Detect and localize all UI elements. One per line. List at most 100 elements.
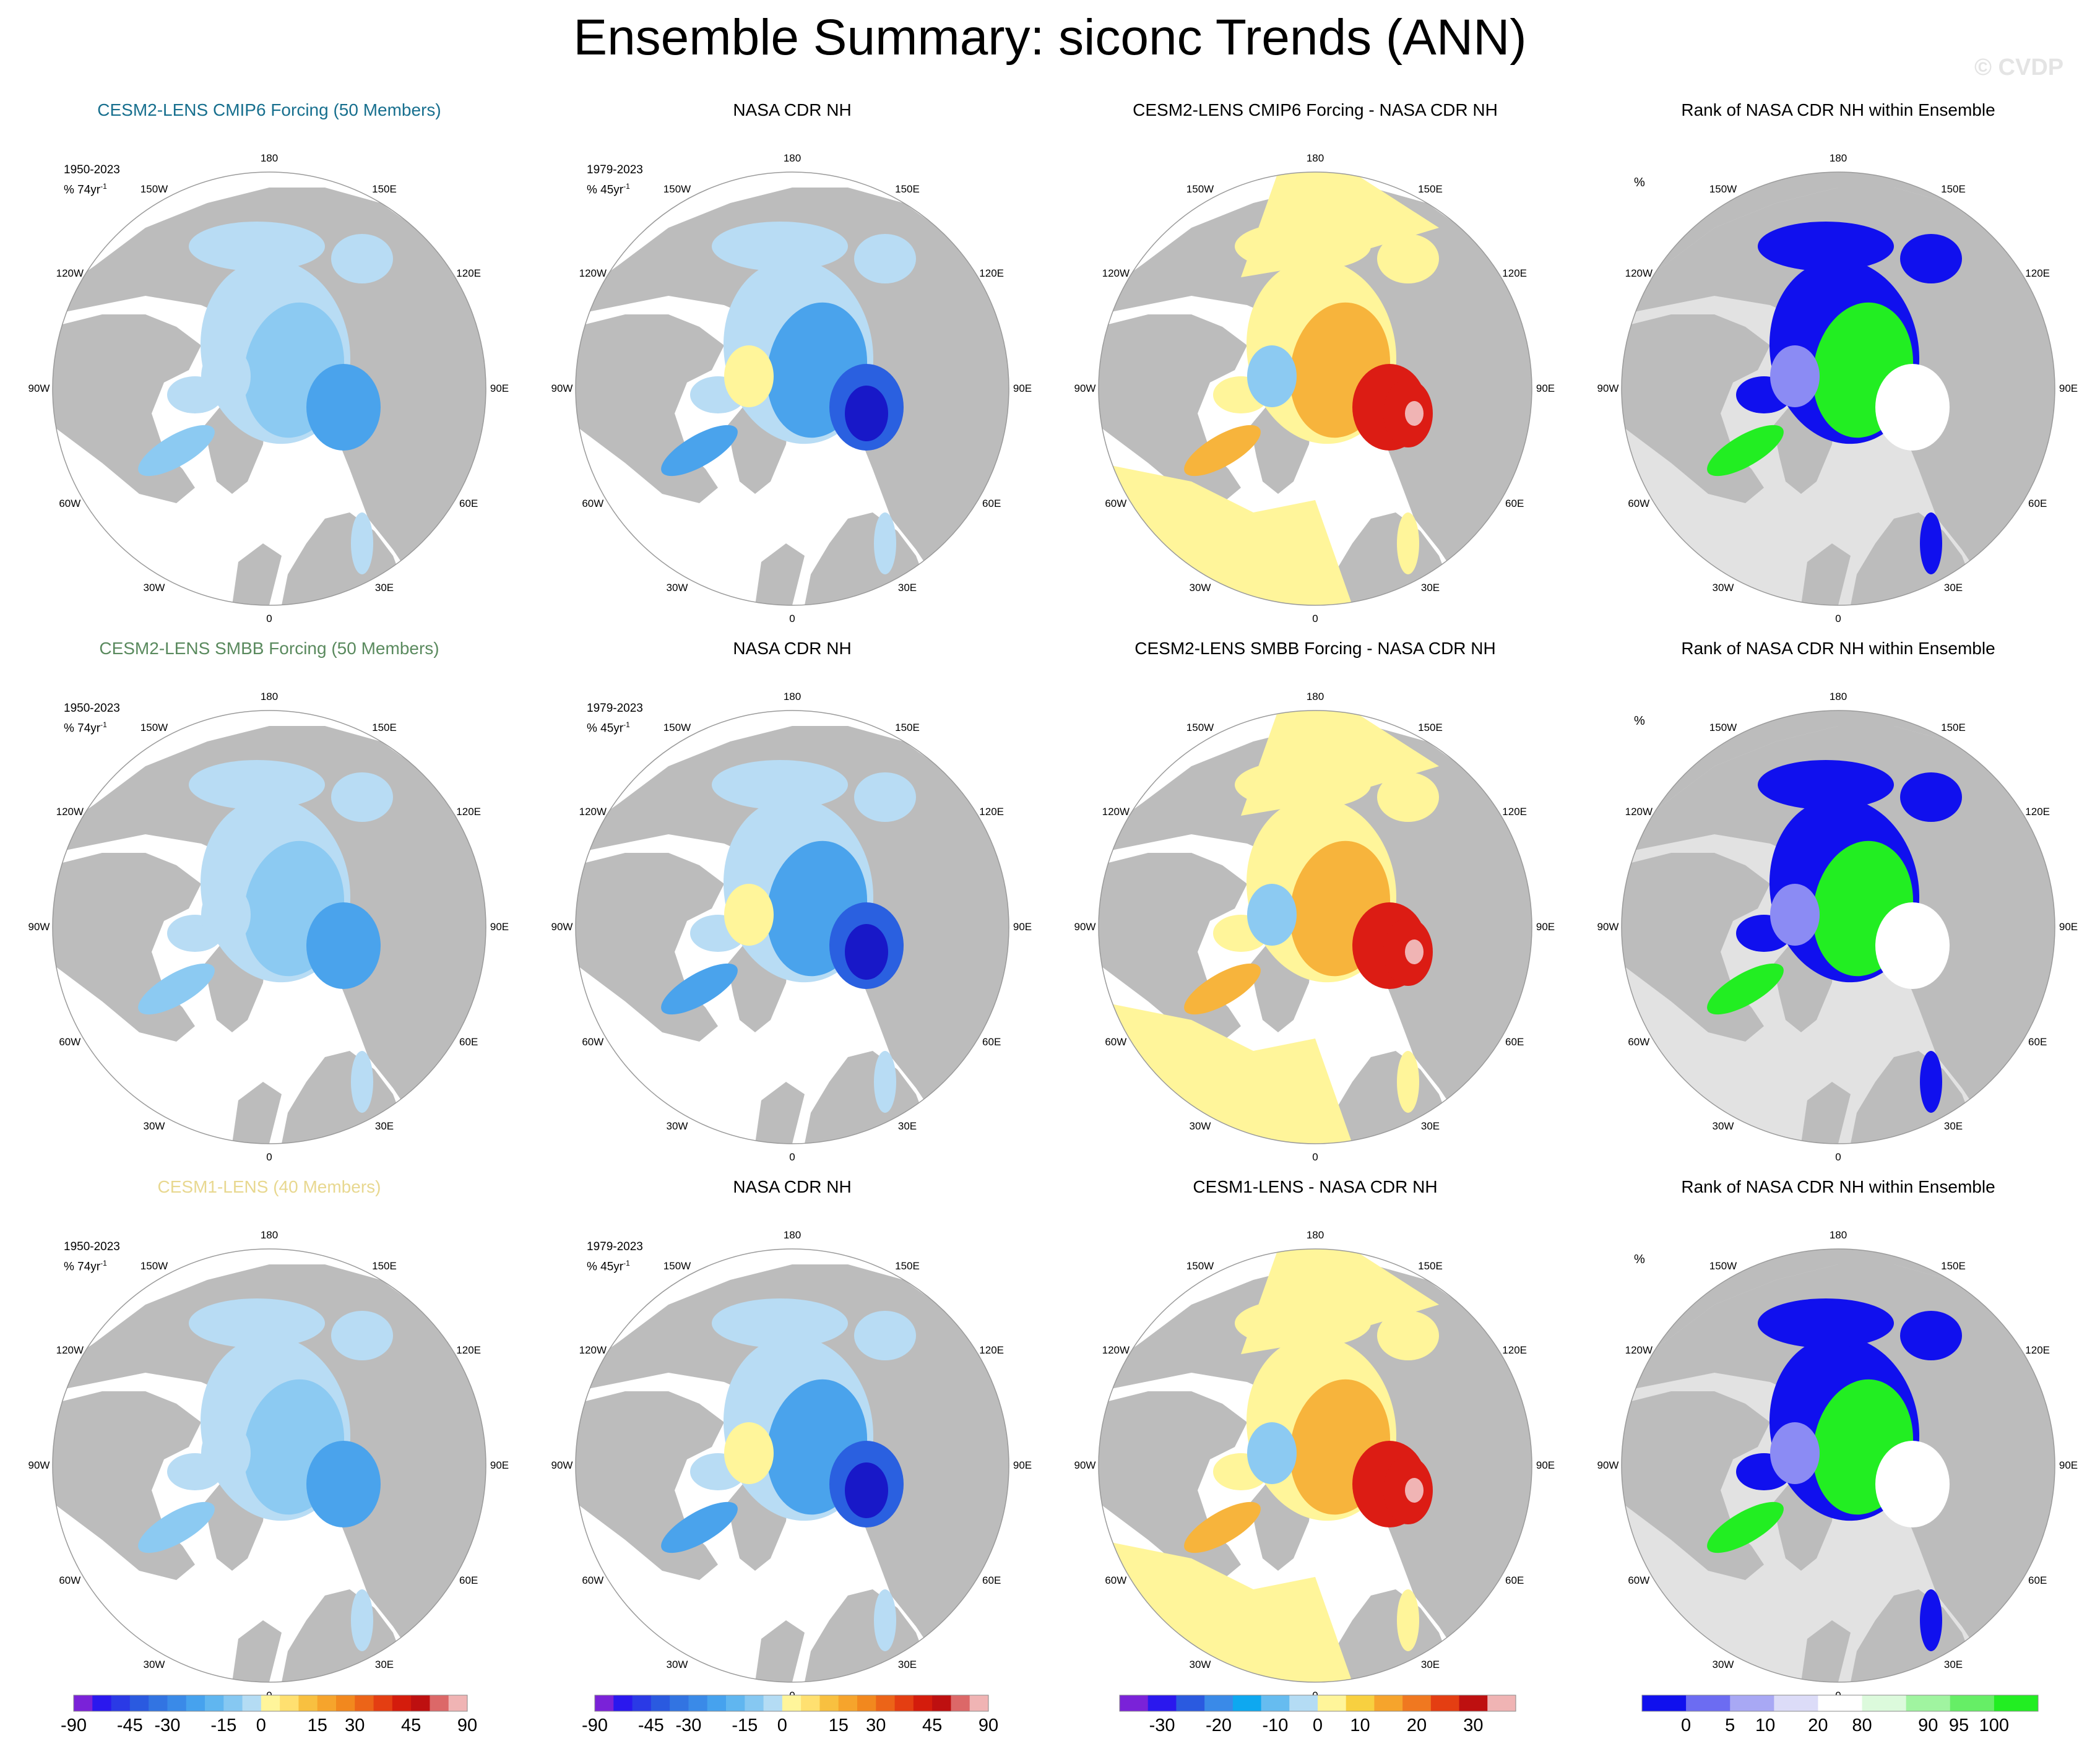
longitude-label: 150E	[895, 183, 920, 195]
colorbar-swatch	[857, 1695, 876, 1711]
colorbar-swatch	[1318, 1695, 1347, 1711]
longitude-label: 90W	[551, 921, 573, 933]
labrador-sea-region	[661, 425, 738, 477]
units-text: % 45yr	[587, 183, 624, 197]
map-panel: CESM1-LENS - NASA CDR NH 180 150E 120E 90E 60…	[1074, 1177, 1557, 1709]
colorbar-swatch	[595, 1695, 614, 1711]
colorbar-swatch	[1994, 1695, 2039, 1711]
map-boundary-circle	[1621, 1248, 2055, 1683]
northern-land-shade	[1622, 710, 2055, 834]
longitude-label: 90E	[490, 382, 509, 394]
units-text: % 74yr	[64, 183, 101, 197]
longitude-label: 90W	[1597, 1459, 1619, 1471]
longitude-label: 0	[789, 613, 795, 624]
longitude-label: 90E	[1536, 382, 1555, 394]
colorbar-swatch	[223, 1695, 243, 1711]
colorbar-swatch	[430, 1695, 449, 1711]
colorbar-swatch	[92, 1695, 112, 1711]
longitude-label: 60E	[459, 1574, 478, 1586]
rank-colorbar: 0 5 10 20 80 90 95 100	[1641, 1695, 2039, 1735]
longitude-label: 120W	[1625, 806, 1653, 818]
longitude-label: 30E	[374, 1659, 394, 1671]
rank-units: %	[1634, 176, 1645, 189]
longitude-label: 150W	[1709, 721, 1737, 733]
longitude-label: 90W	[28, 1459, 50, 1471]
pacific-positive-region	[1241, 1249, 1439, 1354]
polar-map	[1098, 710, 1532, 1144]
longitude-label: 60E	[982, 498, 1001, 509]
longitude-label: 150E	[1941, 1259, 1966, 1272]
panel-title: CESM2-LENS CMIP6 Forcing - NASA CDR NH	[1133, 100, 1498, 119]
longitude-label: 60W	[582, 1036, 604, 1048]
iceland-region-landmass	[1801, 1620, 1851, 1682]
map-boundary-circle	[1098, 1248, 1532, 1683]
colorbar-label: 20	[1808, 1716, 1828, 1735]
colorbar-swatch	[149, 1695, 168, 1711]
longitude-label: 150E	[1941, 721, 1966, 733]
iceland-region-landmass	[755, 1082, 805, 1144]
polar-map	[1621, 171, 2055, 606]
iceland-region-landmass	[232, 543, 282, 605]
canadian-archipelago-region	[724, 1422, 774, 1484]
longitude-label: 30E	[1943, 1120, 1963, 1133]
longitude-label: 150W	[663, 183, 691, 195]
iceland-region-landmass	[755, 543, 805, 605]
baltic-sea-region	[1920, 512, 1942, 574]
longitude-label: 0	[789, 1151, 795, 1163]
longitude-label: 120E	[456, 1344, 482, 1356]
colorbar-swatch	[355, 1695, 374, 1711]
colorbar-label: 15	[828, 1716, 849, 1735]
colorbar-label: 90	[1918, 1716, 1938, 1735]
longitude-label: 90W	[1074, 382, 1096, 394]
barents-pink-region	[1405, 1478, 1424, 1503]
colorbar-label: -45	[637, 1716, 664, 1735]
colorbar-swatch	[129, 1695, 149, 1711]
longitude-label: 60E	[2028, 1574, 2047, 1586]
colorbar-swatch	[298, 1695, 318, 1711]
panel-title: Rank of NASA CDR NH within Ensemble	[1681, 639, 1995, 658]
longitude-label: 30E	[1943, 1659, 1963, 1671]
iceland-region-landmass	[755, 1620, 805, 1682]
colorbar-swatch	[1686, 1695, 1731, 1711]
map-panel: Rank of NASA CDR NH within Ensemble 180 15…	[1597, 1177, 2080, 1709]
colorbar-label: -15	[732, 1716, 758, 1735]
okhotsk-sea-region	[1377, 1311, 1439, 1360]
longitude-label: 90E	[490, 1459, 509, 1471]
longitude-label: 120W	[1625, 267, 1653, 279]
longitude-label: 150W	[1709, 1259, 1737, 1272]
trend-units: % 74yr-1	[64, 1255, 120, 1275]
barents-kara-region	[1875, 902, 1950, 989]
longitude-label: 30W	[143, 582, 165, 594]
longitude-label: 180	[783, 152, 802, 164]
panel-title: CESM2-LENS CMIP6 Forcing (50 Members)	[97, 100, 441, 119]
colorbar-swatch	[1204, 1695, 1234, 1711]
colorbar-label: 10	[1350, 1716, 1370, 1735]
longitude-label: 150E	[895, 1259, 920, 1272]
colorbar-label: -30	[1149, 1716, 1175, 1735]
panel-title: CESM2-LENS SMBB Forcing - NASA CDR NH	[1134, 639, 1496, 658]
map-boundary-circle	[1098, 710, 1532, 1144]
longitude-label: 120W	[579, 1344, 607, 1356]
longitude-label: 60W	[59, 1574, 81, 1586]
okhotsk-sea-region	[331, 1311, 393, 1360]
colorbar-swatch	[763, 1695, 783, 1711]
colorbar-swatch	[373, 1695, 393, 1711]
longitude-label: 30W	[1712, 582, 1734, 594]
longitude-label: 90W	[551, 382, 573, 394]
longitude-label: 90E	[2059, 382, 2078, 394]
polar-map	[1098, 171, 1532, 606]
colorbar-swatch	[876, 1695, 896, 1711]
longitude-label: 120E	[2025, 1344, 2050, 1356]
longitude-label: 60W	[1628, 1036, 1650, 1048]
longitude-label: 180	[1829, 152, 1847, 164]
units-exponent: -1	[100, 182, 107, 191]
bering-sea-region	[1758, 1298, 1894, 1348]
longitude-label: 30W	[666, 1659, 688, 1671]
iceland-region-landmass	[232, 1620, 282, 1682]
colorbar-swatch	[650, 1695, 670, 1711]
colorbar-swatch	[186, 1695, 205, 1711]
map-boundary-circle	[1621, 171, 2055, 606]
longitude-label: 30W	[1712, 1120, 1734, 1133]
eurasia-landmass	[1099, 726, 1532, 1144]
colorbar-swatch	[688, 1695, 708, 1711]
